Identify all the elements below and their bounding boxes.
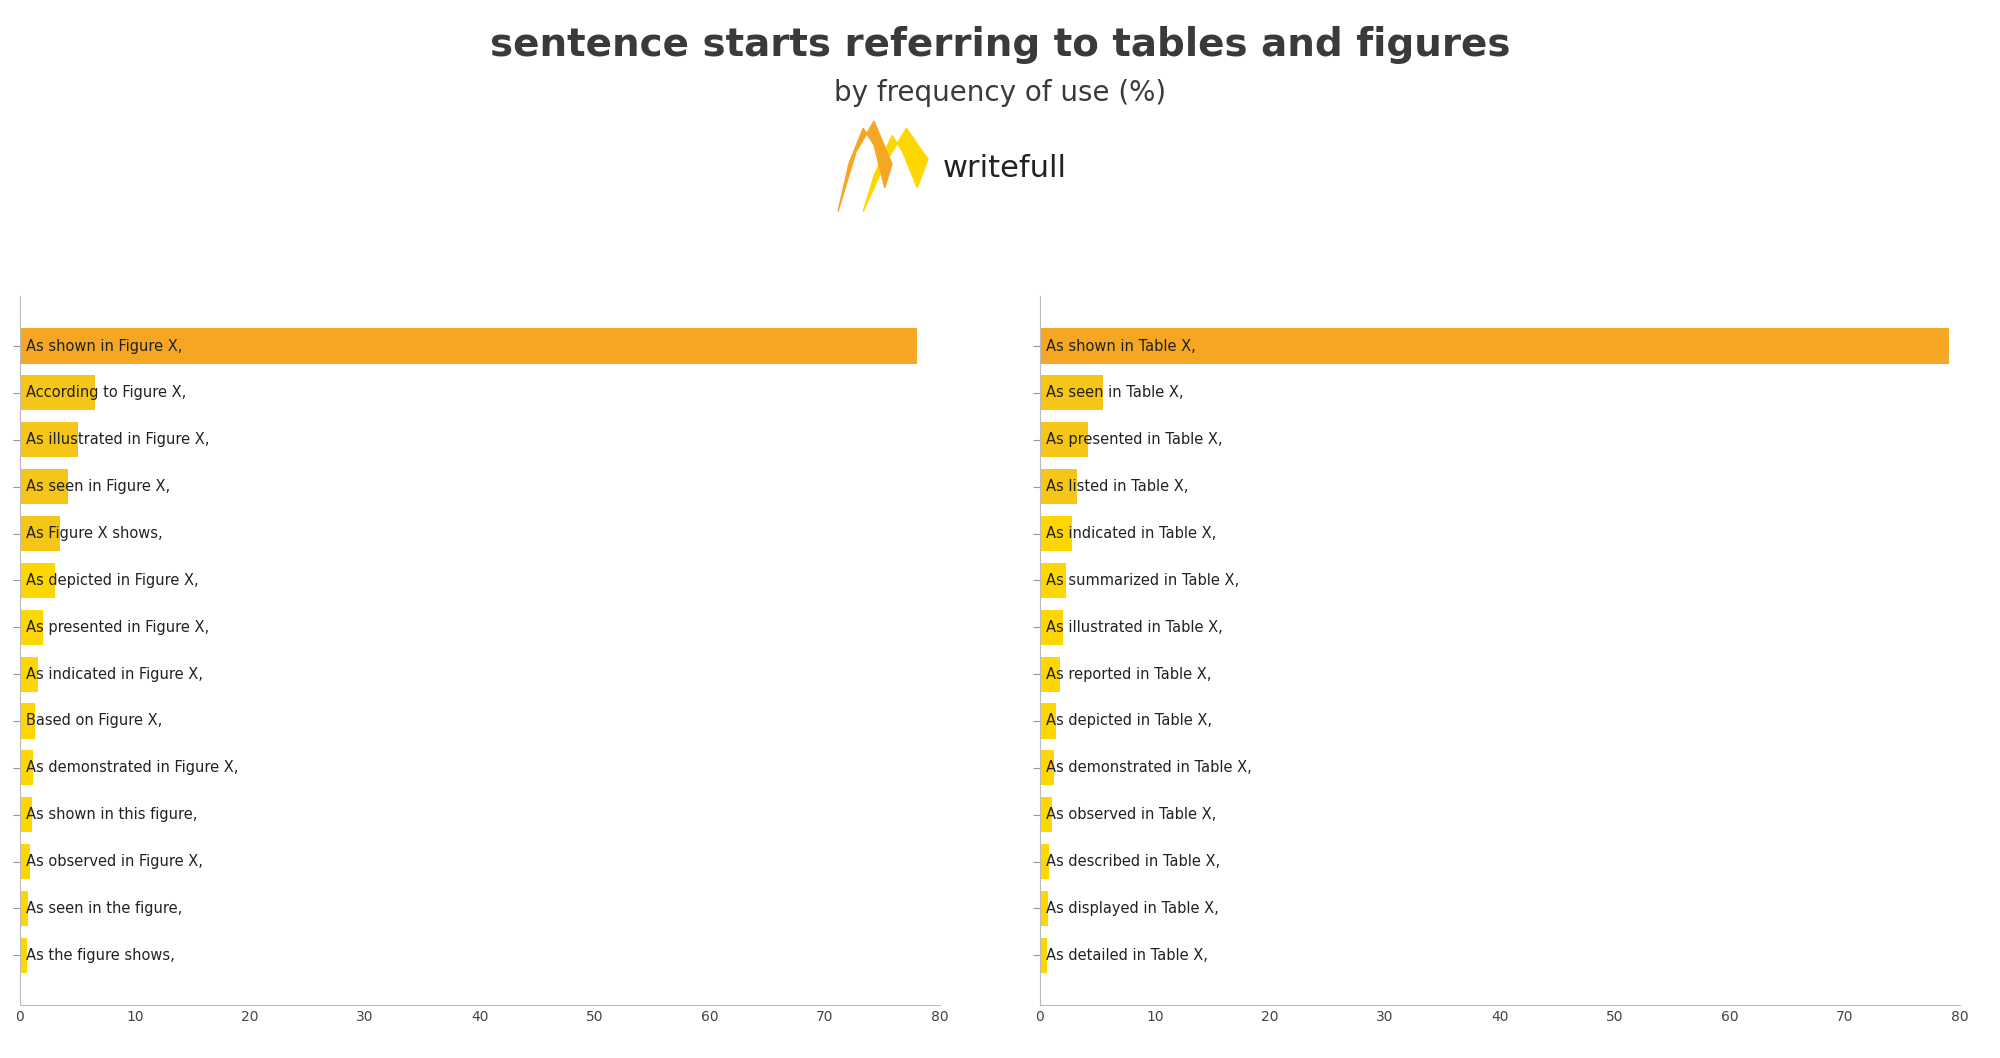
Bar [20,844,30,879]
Bar [1040,609,1064,644]
Text: by frequency of use (%): by frequency of use (%) [834,79,1166,107]
Text: As seen in Table X,: As seen in Table X, [1046,385,1184,400]
Bar [20,469,68,505]
Text: As presented in Table X,: As presented in Table X, [1046,433,1222,448]
Bar [1040,422,1088,457]
Bar [20,516,60,551]
Text: sentence starts referring to tables and figures: sentence starts referring to tables and … [490,26,1510,65]
Polygon shape [864,128,928,212]
Text: As Figure X shows,: As Figure X shows, [26,526,162,541]
Bar [20,797,32,833]
Bar [1040,891,1048,926]
Bar [20,937,26,973]
Bar [20,750,32,785]
Text: As described in Table X,: As described in Table X, [1046,854,1220,869]
Text: As detailed in Table X,: As detailed in Table X, [1046,948,1208,963]
Bar [1040,797,1052,833]
Bar [20,376,94,411]
Text: As indicated in Table X,: As indicated in Table X, [1046,526,1216,541]
Bar [1040,516,1072,551]
Text: Based on Figure X,: Based on Figure X, [26,713,162,729]
Text: As presented in Figure X,: As presented in Figure X, [26,620,208,635]
Bar [20,422,78,457]
Text: As shown in this figure,: As shown in this figure, [26,807,198,822]
Text: As shown in Figure X,: As shown in Figure X, [26,339,182,353]
Text: As summarized in Table X,: As summarized in Table X, [1046,572,1238,588]
Text: As displayed in Table X,: As displayed in Table X, [1046,901,1218,916]
Text: As seen in the figure,: As seen in the figure, [26,901,182,916]
Text: As depicted in Figure X,: As depicted in Figure X, [26,572,198,588]
Bar [1040,328,1948,364]
Bar [1040,376,1104,411]
Bar [20,891,28,926]
Text: As observed in Figure X,: As observed in Figure X, [26,854,202,869]
Bar [1040,844,1050,879]
Bar [20,609,44,644]
Text: As illustrated in Table X,: As illustrated in Table X, [1046,620,1222,635]
Text: As depicted in Table X,: As depicted in Table X, [1046,713,1212,729]
Bar [1040,937,1046,973]
Bar [1040,563,1066,598]
Bar [1040,750,1054,785]
Bar [1040,704,1056,738]
Bar [20,704,34,738]
Text: As indicated in Figure X,: As indicated in Figure X, [26,667,202,681]
Text: As demonstrated in Table X,: As demonstrated in Table X, [1046,761,1252,776]
Bar [20,657,38,692]
Bar [1040,657,1060,692]
Text: As shown in Table X,: As shown in Table X, [1046,339,1196,353]
Text: As observed in Table X,: As observed in Table X, [1046,807,1216,822]
Polygon shape [838,121,892,212]
Text: writefull: writefull [942,154,1066,183]
Text: As the figure shows,: As the figure shows, [26,948,174,963]
Bar [20,563,54,598]
Text: As demonstrated in Figure X,: As demonstrated in Figure X, [26,761,238,776]
Text: As reported in Table X,: As reported in Table X, [1046,667,1212,681]
Text: According to Figure X,: According to Figure X, [26,385,186,400]
Text: As illustrated in Figure X,: As illustrated in Figure X, [26,433,210,448]
Bar [20,328,918,364]
Text: As listed in Table X,: As listed in Table X, [1046,479,1188,494]
Bar [1040,469,1076,505]
Text: As seen in Figure X,: As seen in Figure X, [26,479,170,494]
